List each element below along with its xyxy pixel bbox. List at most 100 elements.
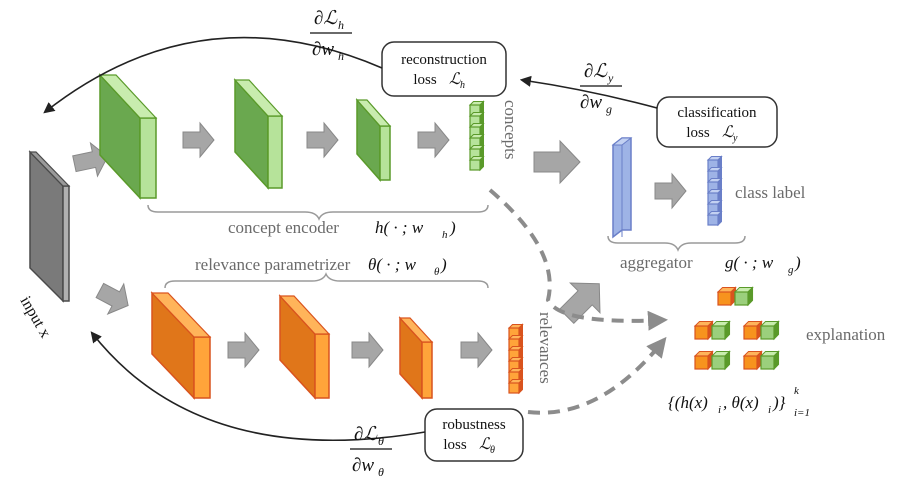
relevances-vector (507, 323, 524, 395)
svg-text:∂ℒ: ∂ℒ (314, 8, 338, 29)
svg-text:ℒ: ℒ (722, 124, 734, 141)
reconstruction-loss-box: reconstruction loss ℒ h (381, 41, 507, 97)
encoder-arrow-1 (182, 121, 215, 159)
input-block (28, 150, 71, 303)
svg-text:loss: loss (443, 437, 467, 453)
svg-text:h: h (338, 18, 344, 32)
aggregator-arrow (654, 172, 687, 210)
svg-text:k: k (794, 385, 800, 397)
svg-text:{(h(x): {(h(x) (668, 393, 708, 412)
svg-text:): ) (794, 253, 801, 272)
explanation-concept-cube (759, 350, 780, 371)
svg-text:θ: θ (490, 445, 495, 456)
parametrizer-arrow-3 (460, 331, 493, 369)
svg-text:)}: )} (772, 393, 786, 412)
svg-text:loss: loss (686, 125, 710, 141)
concept-cell (468, 144, 485, 161)
relevances-label: relevances (536, 312, 555, 384)
input-label: input x (17, 294, 54, 341)
parametrizer-math: θ( · ; w θ ) (368, 255, 447, 278)
svg-text:ℒ: ℒ (479, 436, 491, 453)
concept-cell (468, 100, 485, 117)
svg-text:g: g (606, 102, 612, 116)
explanation-concept-cube (710, 320, 731, 341)
svg-text:g: g (788, 264, 794, 276)
concepts-label: concepts (501, 100, 520, 159)
gradient-theta-fraction: ∂ℒ θ ∂w θ (350, 424, 392, 479)
svg-text:∂w: ∂w (580, 92, 602, 113)
concept-cell (468, 111, 485, 128)
explanation-relevance-cube (693, 350, 714, 371)
relevance-cell (507, 378, 524, 395)
svg-text:g( · ; w: g( · ; w (725, 253, 774, 272)
aggregator-input-vector (611, 137, 633, 239)
encoder-layer-1 (98, 73, 158, 200)
explanation-concept-cube (733, 286, 754, 307)
svg-text:h: h (460, 80, 465, 91)
svg-text:ℒ: ℒ (449, 71, 461, 88)
encoder-caption: concept encoder h( · ; w h ) (228, 218, 456, 241)
encoder-layer-3 (355, 98, 392, 182)
relevance-cell (507, 345, 524, 362)
parametrizer-arrow-1 (227, 331, 260, 369)
aggregator-caption: aggregator g( · ; w g ) (620, 253, 801, 276)
svg-text:∂w: ∂w (352, 455, 374, 476)
relevance-cell (507, 334, 524, 351)
svg-text:∂ℒ: ∂ℒ (354, 424, 378, 445)
explanation-cubes (693, 286, 780, 371)
svg-text:loss: loss (413, 72, 437, 88)
class-cell (706, 166, 723, 183)
relevances-to-aggregator-arrow (558, 282, 601, 325)
svg-text:classification: classification (677, 105, 757, 121)
input-to-encoder-arrow (72, 141, 109, 178)
concepts-vector (468, 100, 485, 172)
gradient-y-fraction: ∂ℒ y ∂w g (580, 61, 622, 116)
encoder-arrow-3 (417, 121, 450, 159)
svg-text:i: i (768, 404, 771, 416)
explanation-label: explanation (806, 325, 886, 344)
svg-text:): ) (449, 218, 456, 237)
svg-text:∂ℒ: ∂ℒ (584, 61, 608, 82)
svg-text:y: y (732, 133, 738, 144)
robustness-gradient-arrow (90, 331, 426, 441)
concept-cell (468, 155, 485, 172)
explanation-set-formula: {(h(x) i , θ(x) i )} k i=1 (668, 385, 810, 419)
svg-text:θ: θ (378, 434, 384, 448)
classification-gradient-arrow (519, 75, 658, 109)
svg-text:robustness: robustness (442, 417, 505, 433)
class-label-text: class label (735, 183, 806, 202)
parametrizer-arrow-2 (351, 331, 384, 369)
parametrizer-layer-3 (398, 316, 434, 400)
parametrizer-layer-2 (278, 294, 331, 400)
svg-text:h: h (338, 49, 344, 63)
concept-cell (468, 133, 485, 150)
relevance-cell (507, 323, 524, 340)
aggregator-brace (607, 235, 746, 252)
encoder-arrow-2 (306, 121, 339, 159)
class-cell (706, 199, 723, 216)
input-to-parametrizer-arrow (95, 282, 129, 315)
explanation-relevance-cube (693, 320, 714, 341)
class-cell (706, 177, 723, 194)
explanation-concept-cube (759, 320, 780, 341)
svg-text:y: y (607, 71, 614, 85)
svg-text:h: h (442, 229, 448, 241)
parametrizer-layer-1 (150, 291, 212, 400)
encoder-brace (147, 204, 489, 221)
parametrizer-brace (164, 272, 489, 289)
svg-text:θ: θ (378, 465, 384, 479)
svg-text:reconstruction: reconstruction (401, 52, 487, 68)
explanation-relevance-cube (716, 286, 737, 307)
svg-text:): ) (440, 255, 447, 274)
svg-text:i: i (718, 404, 721, 416)
gradient-h-fraction: ∂ℒ h ∂w h (310, 8, 352, 63)
robustness-loss-box: robustness loss ℒ θ (424, 408, 524, 462)
svg-text:θ: θ (434, 266, 440, 278)
parametrizer-caption: relevance parametrizer (195, 255, 351, 274)
reconstruction-gradient-arrow (43, 36, 383, 114)
concepts-to-aggregator-arrow (533, 139, 581, 185)
svg-text:θ( · ; w: θ( · ; w (368, 255, 417, 274)
svg-text:h( · ; w: h( · ; w (375, 218, 424, 237)
